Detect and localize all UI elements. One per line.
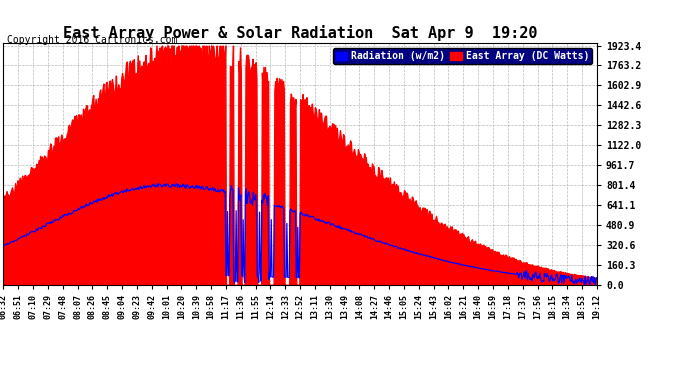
Legend: Radiation (w/m2), East Array (DC Watts): Radiation (w/m2), East Array (DC Watts) [333, 48, 592, 64]
Text: Copyright 2016 Cartronics.com: Copyright 2016 Cartronics.com [7, 35, 177, 45]
Title: East Array Power & Solar Radiation  Sat Apr 9  19:20: East Array Power & Solar Radiation Sat A… [63, 25, 538, 40]
